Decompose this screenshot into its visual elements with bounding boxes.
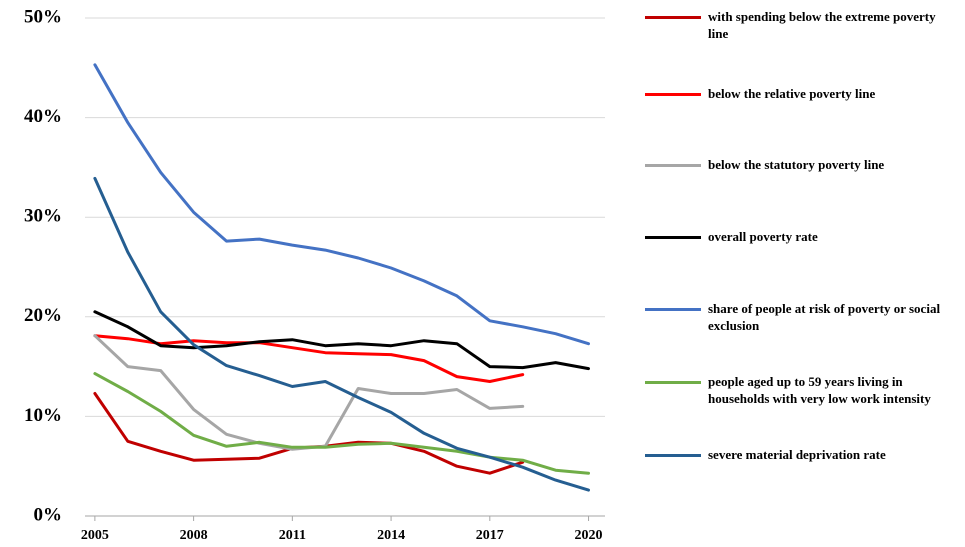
series-line [93,310,590,371]
legend-swatch [645,454,701,457]
legend-label: overall poverty rate [708,229,818,244]
legend-label: people aged up to 59 years living in hou… [708,374,931,406]
y-tick-label: 30% [24,206,62,227]
series-line [93,372,590,475]
series-line [93,176,590,492]
legend-item: overall poverty rate [645,228,948,245]
legend-label: below the relative poverty line [708,86,876,101]
legend-label: severe material deprivation rate [708,447,886,462]
series-line [93,334,525,451]
legend-swatch [645,381,701,384]
legend-swatch [645,236,701,239]
x-tick-label: 2011 [279,528,306,543]
x-tick-label: 2008 [180,528,208,543]
y-tick-label: 50% [24,6,62,27]
legend-swatch [645,164,701,167]
series-line [93,63,590,346]
y-tick-label: 0% [34,504,63,525]
x-tick-label: 2020 [575,528,603,543]
y-tick-label: 40% [24,106,62,127]
x-tick-label: 2017 [476,528,504,543]
legend-item: below the relative poverty line [645,85,948,102]
x-tick-label: 2014 [377,528,405,543]
x-tick-label: 2005 [81,528,109,543]
legend-swatch [645,308,701,311]
y-tick-label: 20% [24,305,62,326]
legend-item: people aged up to 59 years living in hou… [645,373,948,407]
legend-item: share of people at risk of poverty or so… [645,300,948,334]
legend-label: with spending below the extreme poverty … [708,9,936,41]
legend-label: below the statutory poverty line [708,157,885,172]
legend-item: severe material deprivation rate [645,446,948,463]
legend-label: share of people at risk of poverty or so… [708,301,941,333]
legend-item: below the statutory poverty line [645,156,948,173]
legend-swatch [645,93,701,96]
y-tick-label: 10% [24,405,62,426]
series-line [93,392,525,475]
series-line [93,334,525,383]
legend-item: with spending below the extreme poverty … [645,8,948,42]
legend-swatch [645,16,701,19]
